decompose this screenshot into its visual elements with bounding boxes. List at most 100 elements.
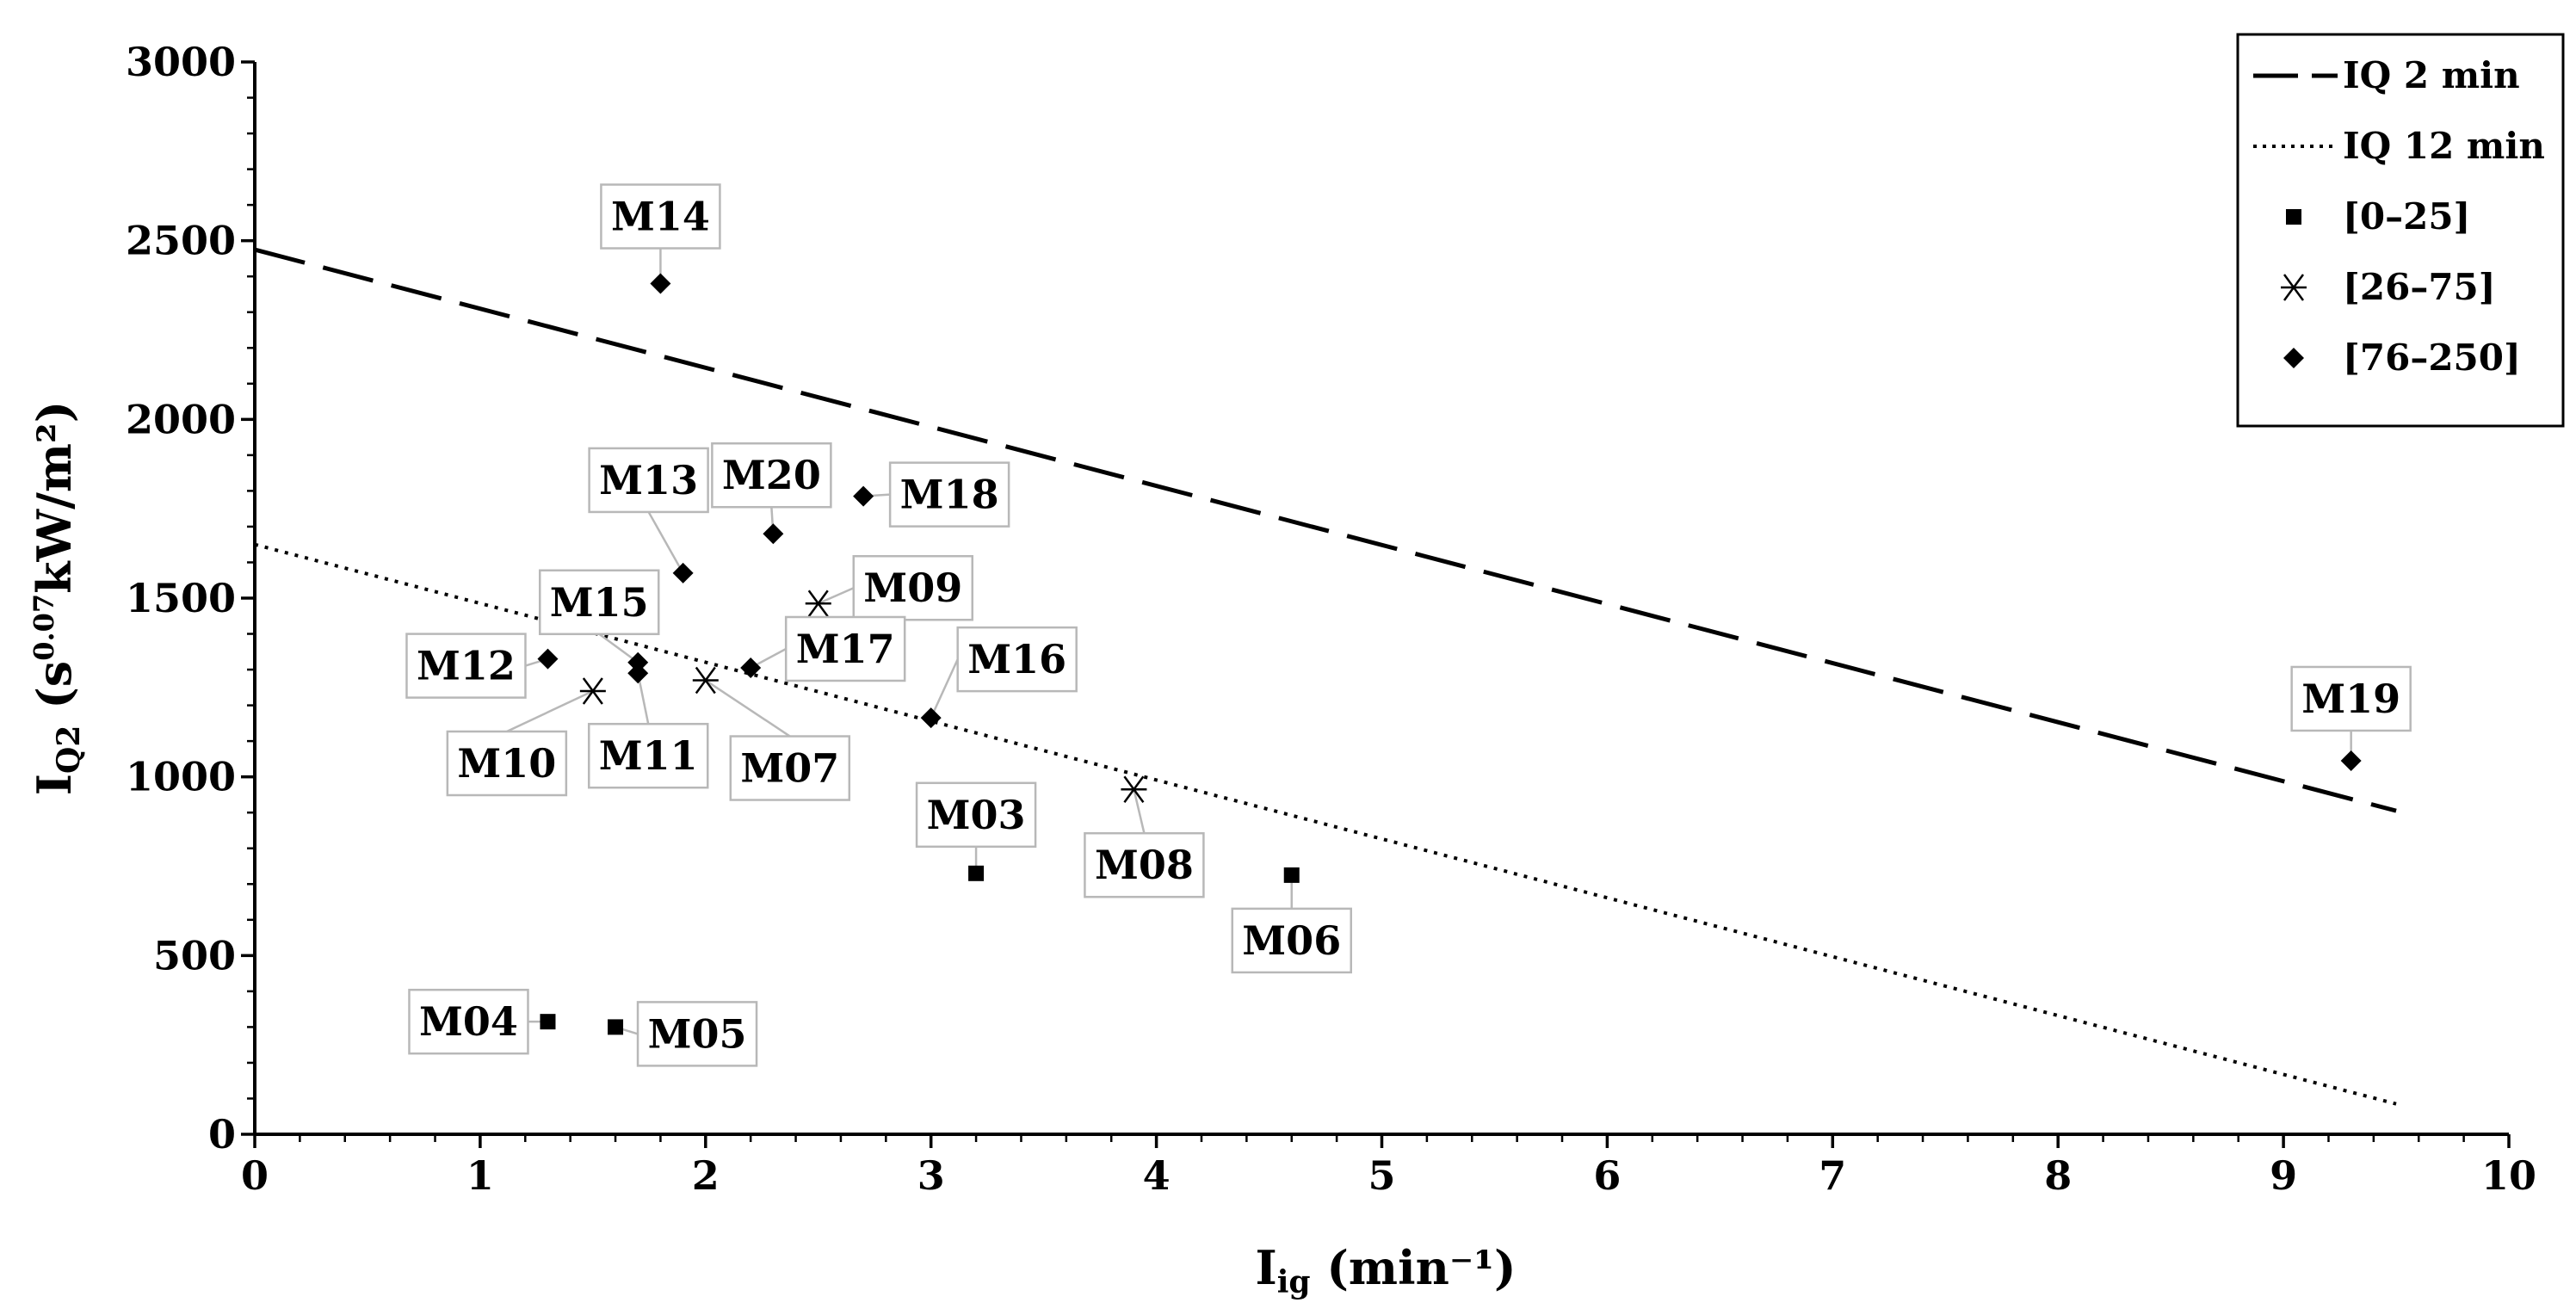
label-leader-line xyxy=(818,587,855,605)
legend-item: [26–75] xyxy=(2281,266,2496,308)
diamond-marker xyxy=(650,273,671,294)
label-box xyxy=(636,1001,758,1067)
data-point: M12 xyxy=(405,633,559,699)
data-point: M14 xyxy=(600,183,721,294)
x-tick-label: 5 xyxy=(1368,1152,1395,1199)
diamond-marker xyxy=(627,663,649,684)
label-leader-line xyxy=(647,511,684,574)
legend-asterisk-marker xyxy=(2281,274,2307,301)
legend-label: [0–25] xyxy=(2343,195,2470,238)
label-box xyxy=(784,615,906,682)
legend-square-marker xyxy=(2286,209,2301,225)
y-tick-label: 3000 xyxy=(126,39,236,85)
x-tick-label: 0 xyxy=(241,1152,269,1199)
data-point: M11 xyxy=(587,663,709,789)
data-point: M15 xyxy=(538,569,660,673)
legend-diamond-marker xyxy=(2283,348,2304,368)
asterisk-marker xyxy=(692,666,719,695)
legend-label: IQ 12 min xyxy=(2343,125,2545,167)
trend-line-iq-2min xyxy=(254,247,2397,813)
x-tick-label: 2 xyxy=(692,1152,720,1199)
label-leader-line xyxy=(1133,788,1146,834)
x-tick-label: 1 xyxy=(466,1152,494,1199)
point-label: M18 xyxy=(900,472,999,518)
legend-item: [0–25] xyxy=(2286,195,2470,238)
asterisk-marker xyxy=(579,677,606,705)
legend-label: IQ 2 min xyxy=(2343,54,2520,96)
diamond-marker xyxy=(763,523,784,545)
label-leader-line xyxy=(598,633,639,664)
label-box xyxy=(588,447,709,514)
square-marker xyxy=(608,1019,624,1035)
point-label: M20 xyxy=(722,452,821,498)
y-tick-label: 0 xyxy=(208,1111,236,1158)
data-point: M06 xyxy=(1231,867,1352,974)
x-tick-label: 8 xyxy=(2044,1152,2072,1199)
y-tick-label: 2500 xyxy=(126,218,236,264)
legend-item: [76–250] xyxy=(2283,336,2521,379)
x-tick-label: 4 xyxy=(1143,1152,1171,1199)
label-box xyxy=(729,735,851,801)
x-tick-label: 10 xyxy=(2481,1152,2536,1199)
label-leader-line xyxy=(705,679,791,738)
label-box xyxy=(405,633,527,699)
diamond-marker xyxy=(853,485,874,507)
data-point: M09 xyxy=(805,554,973,621)
data-point: M17 xyxy=(740,615,906,682)
point-label: M04 xyxy=(419,998,518,1045)
asterisk-stroke xyxy=(695,666,716,695)
point-label: M19 xyxy=(2301,676,2400,722)
trend-line-iq-12min xyxy=(254,542,2397,1106)
point-label: M05 xyxy=(648,1010,747,1057)
label-box xyxy=(446,730,568,797)
diamond-marker xyxy=(740,657,762,678)
data-point: M13 xyxy=(588,447,709,583)
x-tick-label: 7 xyxy=(1819,1152,1846,1199)
label-box xyxy=(408,988,529,1055)
label-leader-line xyxy=(506,689,594,733)
x-axis-title: Iig (min⁻¹) xyxy=(1255,1240,1516,1300)
data-point: M20 xyxy=(711,441,832,545)
data-point: M04 xyxy=(408,988,556,1055)
diamond-marker xyxy=(2340,750,2362,771)
data-point: M10 xyxy=(446,677,606,797)
x-tick-label: 9 xyxy=(2270,1152,2297,1199)
square-marker xyxy=(540,1014,556,1030)
asterisk-marker xyxy=(805,590,831,617)
asterisk-stroke xyxy=(582,677,603,705)
legend-label: [26–75] xyxy=(2343,266,2496,308)
point-label: M06 xyxy=(1242,917,1341,964)
asterisk-stroke xyxy=(2283,274,2305,301)
data-point: M18 xyxy=(853,461,1010,528)
label-box xyxy=(888,461,1010,528)
data-point: M16 xyxy=(920,626,1078,729)
square-marker xyxy=(968,865,985,881)
label-box xyxy=(956,626,1078,693)
point-label: M03 xyxy=(927,792,1026,838)
asterisk-marker xyxy=(1121,775,1147,803)
data-point: M08 xyxy=(1084,775,1205,898)
asterisk-stroke xyxy=(807,590,829,617)
label-box xyxy=(2290,665,2412,732)
legend-item: IQ 2 min xyxy=(2253,54,2520,96)
label-box xyxy=(1084,831,1205,898)
x-tick-label: 6 xyxy=(1593,1152,1621,1199)
diamond-marker xyxy=(920,707,942,729)
point-label: M16 xyxy=(967,636,1066,682)
point-label: M09 xyxy=(863,565,962,611)
y-tick-label: 1000 xyxy=(126,754,236,800)
legend-label: [76–250] xyxy=(2343,336,2521,379)
label-leader-line xyxy=(930,658,959,719)
diamond-marker xyxy=(537,648,559,670)
legend-item: IQ 12 min xyxy=(2253,125,2545,167)
data-point: M07 xyxy=(692,666,851,801)
label-box xyxy=(915,781,1037,849)
diamond-marker xyxy=(672,562,694,583)
data-point: M03 xyxy=(915,781,1037,881)
point-label: M14 xyxy=(611,194,710,240)
legend: IQ 2 min IQ 12 min [0–25] [26–75] [76–250] xyxy=(2236,33,2565,428)
label-box xyxy=(852,554,973,621)
diamond-marker xyxy=(627,651,649,673)
point-label: M07 xyxy=(740,745,839,792)
